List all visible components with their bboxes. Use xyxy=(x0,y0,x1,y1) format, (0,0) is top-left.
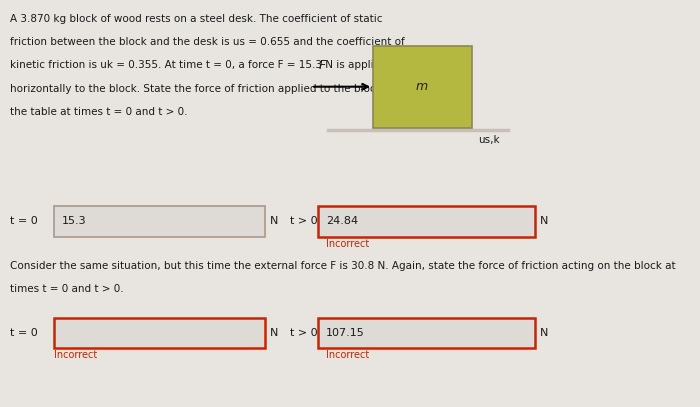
Text: Incorrect: Incorrect xyxy=(326,239,370,249)
FancyBboxPatch shape xyxy=(318,206,536,236)
FancyBboxPatch shape xyxy=(54,318,265,348)
Text: friction between the block and the desk is us = 0.655 and the coefficient of: friction between the block and the desk … xyxy=(10,37,405,47)
Text: t > 0: t > 0 xyxy=(290,328,318,338)
FancyBboxPatch shape xyxy=(318,318,536,348)
Text: the table at times t = 0 and t > 0.: the table at times t = 0 and t > 0. xyxy=(10,107,188,117)
Text: us,k: us,k xyxy=(478,135,500,145)
Text: m: m xyxy=(416,80,428,93)
Text: 107.15: 107.15 xyxy=(326,328,365,338)
Text: t > 0: t > 0 xyxy=(290,217,318,226)
Text: t = 0: t = 0 xyxy=(10,328,38,338)
Text: kinetic friction is uk = 0.355. At time t = 0, a force F = 15.3 N is applied: kinetic friction is uk = 0.355. At time … xyxy=(10,60,386,70)
Text: A 3.870 kg block of wood rests on a steel desk. The coefficient of static: A 3.870 kg block of wood rests on a stee… xyxy=(10,14,382,24)
FancyBboxPatch shape xyxy=(373,46,472,128)
FancyBboxPatch shape xyxy=(54,206,265,236)
Text: Incorrect: Incorrect xyxy=(54,350,97,360)
Text: N: N xyxy=(270,328,279,338)
Text: Consider the same situation, but this time the external force F is 30.8 N. Again: Consider the same situation, but this ti… xyxy=(10,261,675,271)
Text: Incorrect: Incorrect xyxy=(326,350,370,360)
Text: N: N xyxy=(540,217,549,226)
Text: 24.84: 24.84 xyxy=(326,217,358,226)
Text: N: N xyxy=(270,217,279,226)
Text: horizontally to the block. State the force of friction applied to the block by: horizontally to the block. State the for… xyxy=(10,83,398,94)
Text: N: N xyxy=(540,328,549,338)
Text: F: F xyxy=(318,59,326,72)
Text: times t = 0 and t > 0.: times t = 0 and t > 0. xyxy=(10,284,123,294)
Text: t = 0: t = 0 xyxy=(10,217,38,226)
Text: 15.3: 15.3 xyxy=(62,217,86,226)
